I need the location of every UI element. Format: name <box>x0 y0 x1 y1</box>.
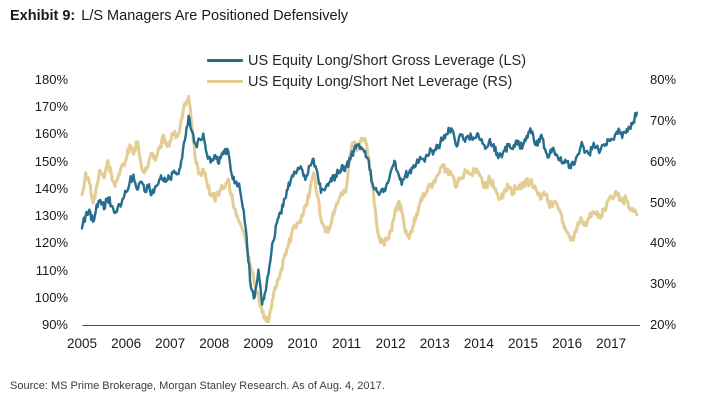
exhibit-label: Exhibit 9: <box>10 8 76 24</box>
x-axis-tick: 2016 <box>552 336 583 351</box>
y-axis-tick-left: 150% <box>34 153 68 169</box>
gross-line-swatch <box>207 58 243 63</box>
x-axis-tick: 2011 <box>332 336 362 351</box>
y-axis-tick-right: 80% <box>650 72 677 87</box>
y-axis-tick-right: 60% <box>650 153 677 169</box>
x-axis-tick: 2005 <box>66 336 98 351</box>
title-text: L/S Managers Are Positioned Defensively <box>81 8 349 24</box>
chart-legend: US Equity Long/Short Gross Leverage (LS)… <box>207 50 526 92</box>
net-line-swatch <box>207 79 243 84</box>
y-axis-tick-right: 70% <box>650 112 677 128</box>
x-axis-tick: 2013 <box>419 336 450 351</box>
y-axis-tick-right: 30% <box>650 276 677 292</box>
legend-item-gross: US Equity Long/Short Gross Leverage (LS) <box>207 50 526 71</box>
y-axis-tick-right: 50% <box>650 194 677 210</box>
net-leverage-line <box>80 94 639 324</box>
x-axis-tick: 2012 <box>375 336 406 351</box>
x-axis-tick: 2010 <box>287 336 318 351</box>
gross-leverage-line <box>80 111 639 306</box>
legend-label-net: US Equity Long/Short Net Leverage (RS) <box>248 73 513 90</box>
y-axis-tick-left: 90% <box>41 317 68 332</box>
y-axis-tick-left: 140% <box>34 180 68 196</box>
x-axis-tick: 2014 <box>463 336 494 351</box>
y-axis-tick-left: 110% <box>35 262 68 278</box>
x-axis-tick: 2007 <box>155 336 186 351</box>
x-axis-tick: 2006 <box>111 336 142 351</box>
x-axis-tick: 2015 <box>507 336 539 351</box>
y-axis-tick-left: 120% <box>34 235 68 251</box>
legend-item-net: US Equity Long/Short Net Leverage (RS) <box>207 71 526 92</box>
y-axis-tick-left: 160% <box>34 126 68 142</box>
y-axis-tick-left: 170% <box>34 99 68 115</box>
x-axis-tick: 2009 <box>243 336 274 351</box>
y-axis-tick-right: 20% <box>650 317 677 332</box>
y-axis-tick-left: 130% <box>34 208 68 224</box>
y-axis-tick-left: 100% <box>34 289 68 305</box>
x-axis-tick: 2008 <box>199 336 230 351</box>
page-title: Exhibit 9: L/S Managers Are Positioned De… <box>10 8 348 24</box>
legend-label-gross: US Equity Long/Short Gross Leverage (LS) <box>248 52 527 69</box>
x-axis-tick: 2017 <box>596 336 627 351</box>
y-axis-tick-left: 180% <box>34 72 68 87</box>
y-axis-tick-right: 40% <box>650 235 677 251</box>
source-note: Source: MS Prime Brokerage, Morgan Stanl… <box>10 380 385 392</box>
